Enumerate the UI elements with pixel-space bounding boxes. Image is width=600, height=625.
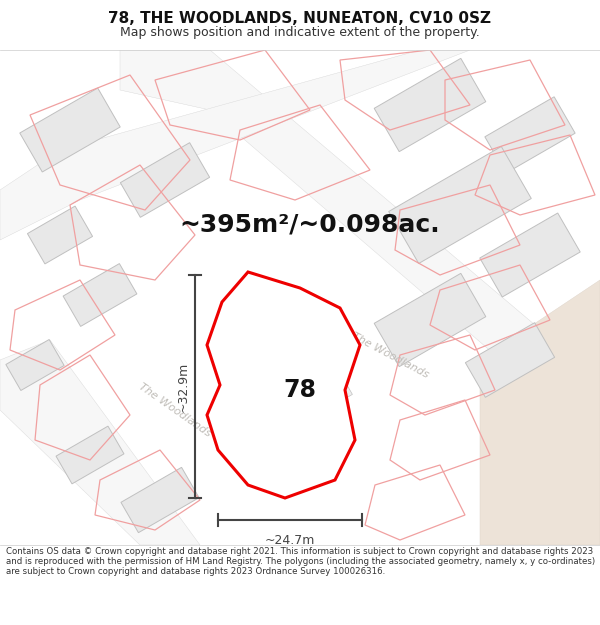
Polygon shape xyxy=(485,97,575,173)
Text: The Woodlands: The Woodlands xyxy=(350,331,430,379)
Polygon shape xyxy=(480,213,580,297)
Polygon shape xyxy=(121,468,199,532)
Text: ~24.7m: ~24.7m xyxy=(265,534,315,547)
Polygon shape xyxy=(0,50,470,240)
Text: 78: 78 xyxy=(284,378,317,402)
Text: Map shows position and indicative extent of the property.: Map shows position and indicative extent… xyxy=(120,26,480,39)
Polygon shape xyxy=(374,58,486,152)
Polygon shape xyxy=(56,426,124,484)
Text: The Woodlands: The Woodlands xyxy=(137,381,213,439)
Polygon shape xyxy=(120,50,600,445)
Polygon shape xyxy=(121,142,209,218)
Polygon shape xyxy=(466,322,554,398)
Polygon shape xyxy=(63,264,137,326)
Polygon shape xyxy=(28,206,92,264)
Text: ~32.9m: ~32.9m xyxy=(176,361,190,412)
Text: ~395m²/~0.098ac.: ~395m²/~0.098ac. xyxy=(179,213,440,237)
Polygon shape xyxy=(0,340,200,545)
Polygon shape xyxy=(20,88,120,172)
Polygon shape xyxy=(207,272,360,498)
Text: Contains OS data © Crown copyright and database right 2021. This information is : Contains OS data © Crown copyright and d… xyxy=(6,547,595,576)
Polygon shape xyxy=(480,280,600,545)
Polygon shape xyxy=(389,146,531,264)
Text: 78, THE WOODLANDS, NUNEATON, CV10 0SZ: 78, THE WOODLANDS, NUNEATON, CV10 0SZ xyxy=(109,11,491,26)
Polygon shape xyxy=(6,339,64,391)
Polygon shape xyxy=(374,273,486,367)
Polygon shape xyxy=(238,338,352,442)
